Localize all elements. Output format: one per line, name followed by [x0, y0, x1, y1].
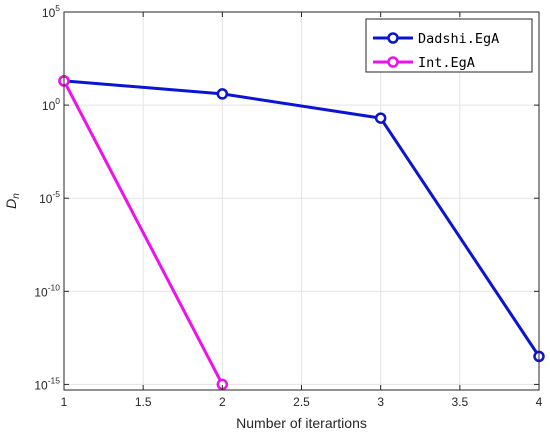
data-point	[374, 112, 387, 124]
x-tick-label: 2.5	[293, 395, 310, 409]
x-tick-labels: 1 1.5 2 2.5 3 3.5 4	[61, 395, 543, 409]
data-point	[216, 88, 229, 100]
y-tick-label-exponent: -5	[52, 189, 60, 199]
axis-ticks	[63, 11, 540, 390]
legend-label: Dadshi.EgA	[418, 31, 499, 47]
y-tick-label-base: 10	[39, 192, 53, 206]
legend-entry: Int.EgA	[373, 55, 475, 71]
series-line	[62, 79, 541, 358]
x-tick-label: 1.5	[135, 395, 152, 409]
y-tick-label-base: 10	[34, 285, 48, 299]
y-tick-label-base: 10	[42, 6, 56, 20]
legend-entries: Dadshi.EgA Int.EgA	[373, 31, 499, 71]
x-tick-label: 2	[219, 395, 226, 409]
series-line	[62, 79, 224, 386]
y-axis-title: Dn	[3, 193, 22, 209]
y-tick-label: 100	[42, 96, 60, 113]
x-axis-title: Number of iterartions	[236, 415, 367, 431]
legend-marker	[387, 32, 399, 44]
x-tick-label: 4	[536, 395, 543, 409]
y-tick-label-exponent: -15	[48, 375, 61, 385]
y-tick-label: 10-15	[34, 375, 60, 392]
y-tick-label-exponent: 5	[55, 3, 60, 13]
x-tick-label: 3.5	[451, 395, 468, 409]
x-tick-label: 3	[377, 395, 384, 409]
y-tick-label-base: 10	[34, 378, 48, 392]
y-tick-label-exponent: -10	[48, 282, 61, 292]
y-tick-label: 105	[42, 3, 60, 20]
y-tick-label: 10-10	[34, 282, 60, 299]
legend-label: Int.EgA	[418, 55, 475, 71]
legend-entry: Dadshi.EgA	[373, 31, 499, 47]
y-tick-label: 10-5	[39, 189, 60, 206]
y-axis-title-subscript: n	[11, 193, 22, 199]
legend: Dadshi.EgA Int.EgA	[365, 18, 533, 73]
series-int-ega	[58, 75, 229, 391]
y-tick-label-base: 10	[42, 99, 56, 113]
y-tick-label-exponent: 0	[55, 96, 60, 106]
series-layer	[58, 75, 545, 391]
x-tick-label: 1	[61, 395, 68, 409]
y-axis-title-main: D	[3, 199, 19, 209]
legend-marker	[387, 56, 399, 68]
